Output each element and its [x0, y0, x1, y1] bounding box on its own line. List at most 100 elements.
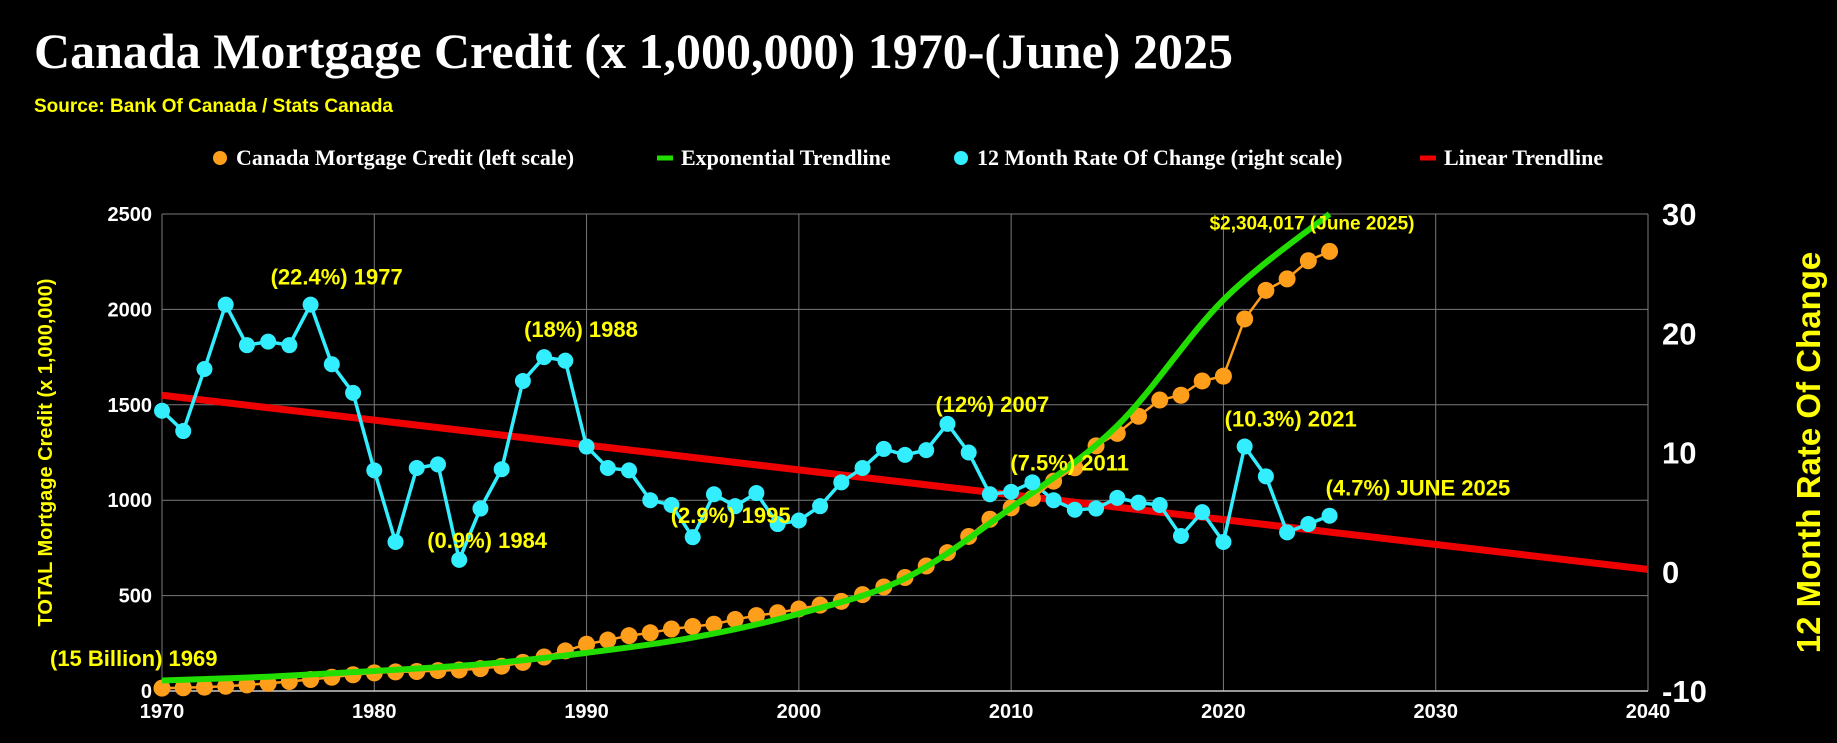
rate-of-change-point [493, 461, 510, 478]
rate-of-change-point [302, 296, 319, 313]
legend-label: Exponential Trendline [681, 145, 891, 170]
rate-of-change-point [429, 456, 446, 473]
chart-annotation: (18%) 1988 [524, 317, 638, 342]
credit-point [705, 615, 723, 633]
chart-annotation: (22.4%) 1977 [271, 265, 403, 290]
credit-point [726, 610, 744, 628]
page-subtitle: Source: Bank Of Canada / Stats Canada [34, 96, 393, 117]
rate-of-change-point [897, 446, 913, 463]
rate-of-change-point [260, 333, 277, 350]
rate-of-change-point [1130, 494, 1147, 511]
chart-annotation: (10.3%) 2021 [1225, 407, 1357, 432]
rate-of-change-point [514, 372, 531, 389]
rate-of-change-point [812, 498, 829, 515]
rate-of-change-point [217, 296, 234, 313]
credit-point [578, 635, 596, 653]
rate-of-change-point [621, 462, 638, 479]
y2-tick-label: -10 [1662, 674, 1707, 709]
legend-label: 12 Month Rate Of Change (right scale) [977, 145, 1342, 170]
credit-point [599, 631, 617, 649]
rate-of-change-point [1066, 501, 1083, 518]
x-tick-label: 2030 [1413, 701, 1458, 723]
credit-point [195, 678, 213, 696]
x-tick-label: 2040 [1626, 701, 1671, 723]
credit-point [1172, 386, 1190, 404]
credit-point [1236, 310, 1254, 328]
y2-tick-label: 0 [1662, 555, 1679, 590]
rate-of-change-point [918, 442, 935, 459]
credit-point [641, 624, 659, 642]
legend-marker [954, 151, 968, 165]
rate-of-change-point [684, 529, 701, 546]
chart-annotation: (0.9%) 1984 [427, 528, 548, 553]
credit-point [620, 627, 638, 645]
exponential-trendline [161, 211, 1332, 684]
credit-point [217, 677, 235, 695]
rate-of-change-point [1257, 468, 1274, 485]
credit-point [174, 679, 192, 697]
rate-of-change-point [960, 444, 977, 461]
rate-of-change-point [323, 356, 340, 373]
chart-annotation: (7.5%) 2011 [1010, 450, 1129, 475]
credit-point [662, 620, 680, 638]
rate-of-change-point [175, 423, 192, 440]
credit-point [1257, 281, 1275, 299]
y-tick-label: 0 [141, 681, 152, 703]
credit-point [1278, 270, 1296, 288]
rate-of-change-point [1109, 489, 1126, 506]
credit-point [1214, 367, 1232, 385]
rate-of-change-point [833, 474, 850, 491]
legend-label: Canada Mortgage Credit (left scale) [236, 145, 574, 170]
rate-of-change-point [705, 486, 722, 503]
rate-of-change-point [790, 512, 807, 529]
x-tick-label: 1990 [564, 701, 609, 723]
rate-of-change-point [1194, 504, 1211, 521]
credit-line [161, 250, 1331, 690]
y-tick-label: 1000 [108, 490, 153, 512]
chart-annotation: (12%) 2007 [935, 392, 1049, 417]
page-title: Canada Mortgage Credit (x 1,000,000) 197… [34, 23, 1233, 79]
rate-of-change-point [536, 349, 553, 366]
chart-annotation: (4.7%) JUNE 2025 [1326, 476, 1511, 501]
y-tick-label: 500 [119, 586, 152, 608]
x-tick-label: 1980 [352, 701, 397, 723]
credit-point [1321, 242, 1339, 260]
y-tick-label: 1500 [108, 395, 153, 417]
rate-of-change-point [238, 337, 255, 354]
rate-of-change-point [1003, 483, 1020, 500]
rate-of-change-point [1151, 496, 1168, 513]
chart-annotation: $2,304,017 (June 2025) [1210, 213, 1415, 234]
y-axis-label: TOTAL Mortgage Credit (x 1,000,000) [35, 279, 57, 627]
linear-trendline [161, 391, 1649, 573]
y2-tick-label: 20 [1662, 316, 1696, 351]
legend-label: Linear Trendline [1444, 145, 1603, 170]
rate-of-change-point [981, 486, 998, 503]
rate-of-change-point [599, 460, 616, 477]
rate-of-change-point [1236, 438, 1253, 455]
rate-of-change-point [557, 352, 574, 369]
rate-of-change-point [1279, 524, 1296, 541]
rate-of-change-point [1024, 474, 1041, 491]
rate-of-change-point [875, 440, 892, 457]
credit-point [1193, 372, 1211, 390]
rate-of-change-point [281, 337, 298, 354]
rate-of-change-point [663, 496, 680, 513]
rate-of-change-point [854, 460, 871, 477]
y2-axis-label: 12 Month Rate Of Change [1790, 252, 1827, 654]
rate-of-change-point [727, 498, 744, 515]
y-tick-label: 2500 [108, 204, 153, 226]
credit-point [684, 618, 702, 636]
x-tick-label: 1970 [140, 701, 185, 723]
rate-of-change-point [769, 516, 786, 533]
rate-of-change-point [154, 402, 170, 419]
rate-of-change-point [1300, 516, 1317, 533]
y2-tick-label: 10 [1662, 436, 1696, 471]
rate-of-change-point [472, 500, 489, 517]
credit-point [1151, 391, 1169, 409]
rate-of-change-point [1172, 527, 1189, 544]
rate-of-change-point [1321, 507, 1338, 524]
rate-of-change-point [1045, 492, 1062, 509]
y-tick-label: 2000 [108, 299, 153, 321]
rate-of-change-point [939, 415, 956, 432]
